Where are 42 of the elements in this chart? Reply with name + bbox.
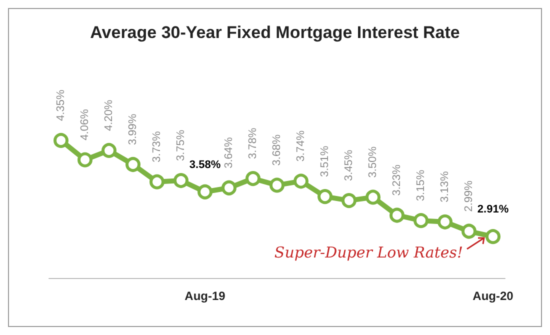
point xyxy=(126,157,140,172)
point xyxy=(294,174,308,189)
data-label: 2.91% xyxy=(477,204,509,216)
chart-title: Average 30-Year Fixed Mortgage Interest Rate xyxy=(90,23,460,42)
point xyxy=(342,193,356,208)
data-label: 3.73% xyxy=(151,130,163,162)
data-label: 3.23% xyxy=(391,164,403,196)
data-label: 3.78% xyxy=(247,128,259,160)
point xyxy=(366,190,380,205)
data-label: 3.50% xyxy=(367,146,379,178)
point xyxy=(486,229,500,244)
point xyxy=(174,173,188,188)
data-label: 3.64% xyxy=(223,136,235,168)
annotation: Super-Duper Low Rates! xyxy=(274,244,463,262)
data-label: 3.75% xyxy=(175,130,187,162)
data-label: 3.51% xyxy=(319,146,331,178)
point xyxy=(318,189,332,204)
data-label: 3.45% xyxy=(343,150,355,182)
data-label: 4.06% xyxy=(79,108,91,140)
point xyxy=(270,178,284,193)
point xyxy=(54,132,68,148)
data-label: 3.13% xyxy=(439,171,451,202)
point xyxy=(246,171,260,186)
data-label: 3.68% xyxy=(271,134,283,166)
point xyxy=(198,184,212,200)
point xyxy=(390,208,404,223)
data-label: 3.58% xyxy=(189,158,221,171)
data-label: 3.15% xyxy=(415,170,427,202)
point xyxy=(78,152,92,168)
point xyxy=(414,213,428,228)
data-label: 3.99% xyxy=(127,114,139,145)
x-tick-label: Aug-20 xyxy=(472,289,514,303)
data-label: 4.35% xyxy=(55,90,67,121)
point xyxy=(222,180,236,196)
point xyxy=(102,142,116,158)
point xyxy=(438,214,452,230)
point xyxy=(150,174,164,190)
point xyxy=(462,224,476,239)
data-label: 2.99% xyxy=(463,180,475,212)
data-label: 4.20% xyxy=(103,100,115,131)
data-label: 3.74% xyxy=(295,130,307,162)
x-tick-label: Aug-19 xyxy=(184,289,226,303)
